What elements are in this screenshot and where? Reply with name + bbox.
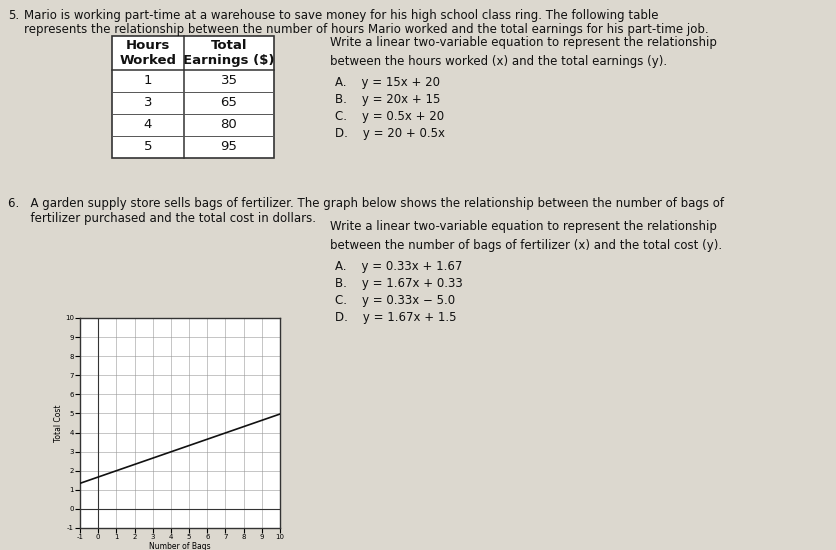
- Y-axis label: Total Cost: Total Cost: [54, 404, 64, 442]
- Text: 65: 65: [221, 96, 237, 109]
- Text: Total
Earnings ($): Total Earnings ($): [183, 39, 274, 67]
- Text: C.    y = 0.33x − 5.0: C. y = 0.33x − 5.0: [334, 294, 455, 307]
- Text: B.    y = 20x + 15: B. y = 20x + 15: [334, 93, 440, 106]
- Text: 6.   A garden supply store sells bags of fertilizer. The graph below shows the r: 6. A garden supply store sells bags of f…: [8, 197, 723, 210]
- Text: Write a linear two-variable equation to represent the relationship
between the n: Write a linear two-variable equation to …: [329, 220, 721, 251]
- Text: A.    y = 15x + 20: A. y = 15x + 20: [334, 76, 440, 89]
- Text: 5.: 5.: [8, 9, 19, 22]
- Text: B.    y = 1.67x + 0.33: B. y = 1.67x + 0.33: [334, 277, 462, 290]
- Text: 35: 35: [220, 74, 237, 87]
- Text: D.    y = 20 + 0.5x: D. y = 20 + 0.5x: [334, 127, 445, 140]
- Text: 1: 1: [144, 74, 152, 87]
- Text: Mario is working part-time at a warehouse to save money for his high school clas: Mario is working part-time at a warehous…: [24, 9, 658, 22]
- Text: Write a linear two-variable equation to represent the relationship
between the h: Write a linear two-variable equation to …: [329, 36, 716, 68]
- Text: 4: 4: [144, 118, 152, 131]
- X-axis label: Number of Bags: Number of Bags: [149, 542, 211, 550]
- Text: 3: 3: [144, 96, 152, 109]
- Text: represents the relationship between the number of hours Mario worked and the tot: represents the relationship between the …: [24, 23, 708, 36]
- Text: C.    y = 0.5x + 20: C. y = 0.5x + 20: [334, 110, 444, 123]
- Text: D.    y = 1.67x + 1.5: D. y = 1.67x + 1.5: [334, 311, 456, 324]
- Text: A.    y = 0.33x + 1.67: A. y = 0.33x + 1.67: [334, 260, 461, 273]
- Text: fertilizer purchased and the total cost in dollars.: fertilizer purchased and the total cost …: [8, 212, 316, 225]
- Text: 5: 5: [144, 140, 152, 153]
- Bar: [112, 36, 273, 158]
- Text: Hours
Worked: Hours Worked: [120, 39, 176, 67]
- Text: 95: 95: [221, 140, 237, 153]
- Text: 80: 80: [221, 118, 237, 131]
